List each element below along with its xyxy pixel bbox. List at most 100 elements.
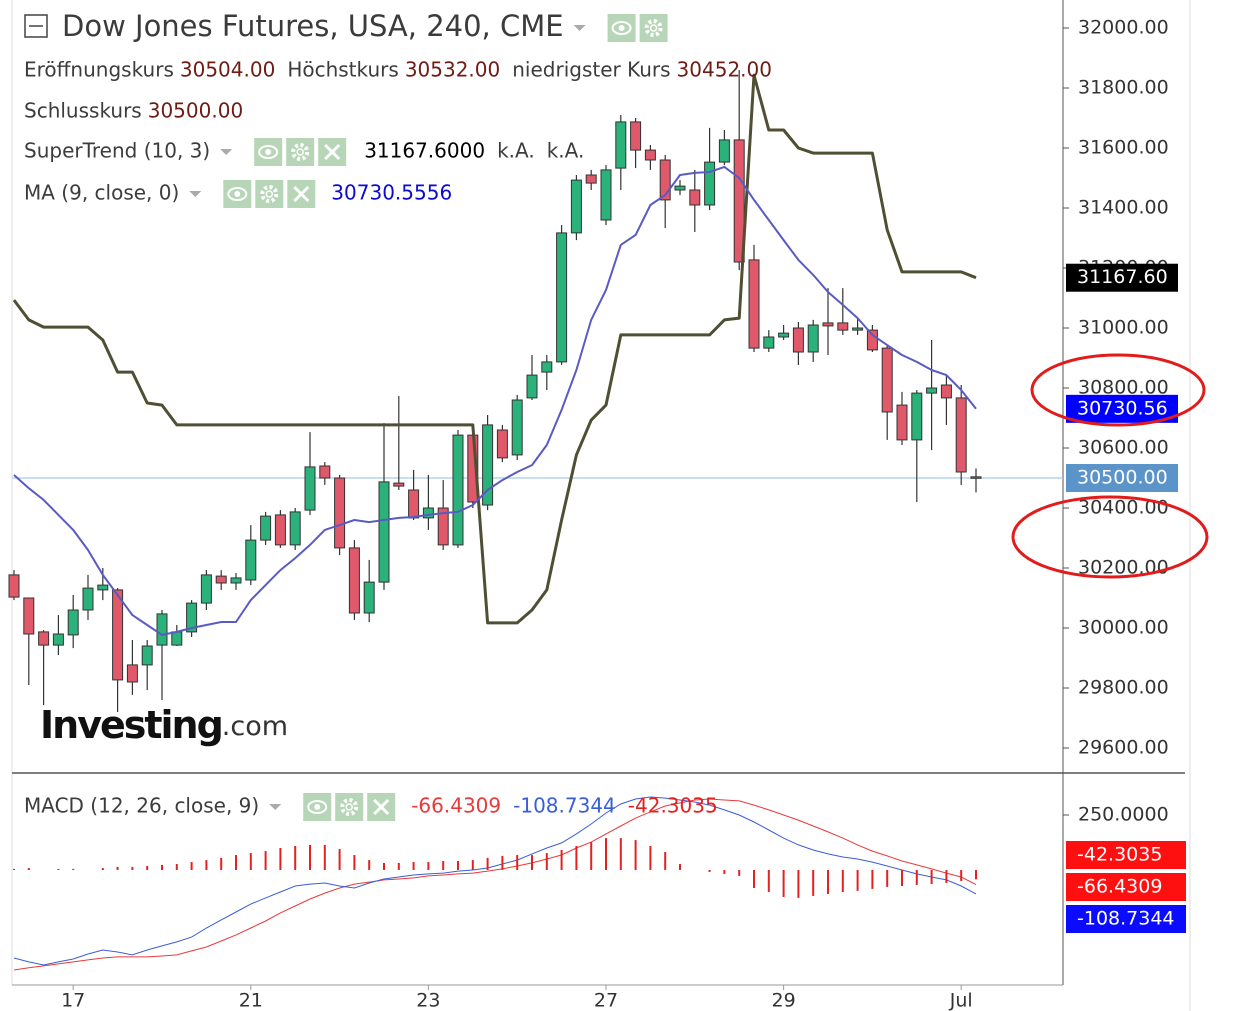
x-button[interactable]	[287, 180, 316, 208]
watermark-suffix: .com	[222, 711, 288, 742]
chart-title: Dow Jones Futures, USA, 240, CME	[62, 9, 564, 43]
x-tick-label: 17	[61, 990, 85, 1011]
eye-pupil	[618, 25, 625, 31]
candle-body	[304, 466, 316, 511]
x-button[interactable]	[367, 793, 396, 821]
candle-body	[200, 574, 212, 604]
candle-body	[437, 507, 449, 546]
candle-body	[541, 361, 553, 373]
candle-body	[452, 434, 464, 546]
eye-pupil	[314, 804, 321, 810]
candle-body	[940, 384, 952, 399]
marks: 29600.0029800.0030000.0030200.0030400.00…	[8, 16, 1186, 1011]
candle-body	[778, 332, 790, 338]
y-tick-label: 31600.00	[1078, 136, 1169, 158]
price-badge	[1066, 464, 1178, 493]
candle-body	[186, 602, 198, 633]
candle-body	[807, 324, 819, 353]
candle-body	[23, 597, 35, 635]
eye-button[interactable]	[254, 138, 283, 166]
candle-body	[363, 581, 375, 614]
y-tick-label: 30800.00	[1078, 377, 1169, 399]
y-tick-label: 29800.00	[1078, 677, 1169, 699]
eye-glyph	[611, 21, 632, 35]
price-badge	[1066, 841, 1186, 869]
candle-body	[570, 179, 582, 234]
x-button[interactable]	[318, 138, 347, 166]
candle-body	[526, 374, 538, 399]
gear-button[interactable]	[335, 793, 364, 821]
candle-body	[822, 322, 834, 327]
candle-body	[230, 577, 242, 584]
ohlc-value: 30504.00	[180, 58, 275, 82]
candle-body	[8, 574, 20, 598]
candle-body	[852, 327, 864, 331]
candle-body	[52, 633, 64, 646]
eye-glyph	[227, 187, 248, 201]
indicator-value: 31167.6000	[364, 139, 485, 163]
candle-body	[319, 465, 331, 479]
dropdown-arrow[interactable]	[189, 191, 202, 197]
candle-body	[704, 161, 716, 206]
close-glyph	[293, 185, 310, 203]
candle-body	[482, 424, 494, 506]
candle-body	[393, 482, 405, 487]
candle-body	[911, 392, 923, 441]
price-badge-label: -108.7344	[1077, 908, 1175, 930]
ohlc-name: niedrigster Kurs	[512, 58, 670, 82]
gear-glyph	[260, 185, 279, 203]
indicator-value: k.A.	[547, 139, 585, 163]
indicator-value: -66.4309	[411, 794, 501, 818]
ohlc-value: 30500.00	[148, 99, 243, 123]
candle-body	[615, 121, 627, 169]
gear-button[interactable]	[286, 138, 315, 166]
candle-body	[245, 539, 257, 581]
candle-body	[97, 584, 109, 591]
y-tick-label: 29600.00	[1078, 737, 1169, 759]
candle-body	[348, 547, 360, 614]
indicator-name: MA (9, close, 0)	[24, 181, 179, 205]
candle-body	[718, 139, 730, 163]
ohlc-value: 30452.00	[677, 58, 772, 82]
eye-button[interactable]	[607, 14, 636, 42]
price-badge-label: 31167.60	[1077, 266, 1168, 288]
gear-button[interactable]	[255, 180, 284, 208]
x-tick-label: 29	[772, 990, 796, 1011]
candle-body	[748, 259, 760, 349]
dropdown-arrow[interactable]	[220, 149, 233, 155]
collapse-box[interactable]	[24, 14, 48, 38]
indicator-value: -42.3035	[628, 794, 718, 818]
y-tick-label: 30600.00	[1078, 437, 1169, 459]
candle-body	[556, 232, 568, 363]
close-glyph	[373, 798, 390, 816]
eye-pupil	[265, 149, 272, 155]
y-tick-label: 250.0000	[1078, 804, 1169, 826]
candle-body	[511, 399, 523, 456]
candle-body	[896, 404, 908, 441]
y-tick-label: 31000.00	[1078, 316, 1169, 338]
eye-button[interactable]	[303, 793, 332, 821]
dropdown-arrow[interactable]	[269, 804, 282, 810]
candle-body	[112, 589, 124, 681]
macd-line	[13, 798, 977, 971]
candle-body	[408, 489, 420, 519]
price-badge-label: 30500.00	[1077, 467, 1168, 489]
candle-body	[926, 387, 938, 394]
candle-body	[792, 327, 804, 353]
dropdown-arrow[interactable]	[573, 25, 586, 31]
gear-button[interactable]	[639, 14, 668, 42]
y-tick-label: 30400.00	[1078, 497, 1169, 519]
eye-button[interactable]	[223, 180, 252, 208]
candle-body	[955, 397, 967, 473]
candle-body	[600, 169, 612, 221]
watermark: Investing.com	[40, 703, 288, 747]
candle-body	[763, 336, 775, 349]
price-badge-label: -42.3035	[1077, 844, 1162, 866]
close-glyph	[324, 143, 341, 161]
eye-pupil	[234, 191, 241, 197]
candle-body	[496, 429, 508, 459]
x-tick-label: 27	[594, 990, 618, 1011]
collapse-icon[interactable]	[24, 14, 48, 38]
ohlc-name: Schlusskurs	[24, 99, 142, 123]
